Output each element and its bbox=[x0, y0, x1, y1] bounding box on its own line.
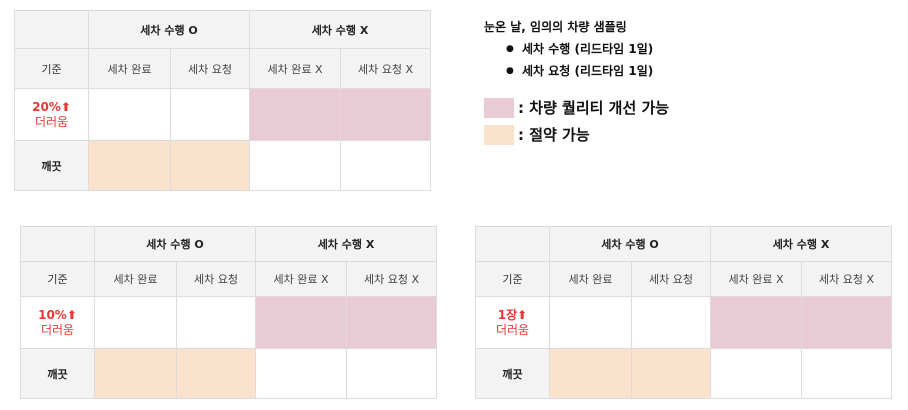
criterion-label: 기준 bbox=[20, 261, 95, 297]
bullet-text: 세차 요청 (리드타임 1일) bbox=[522, 64, 654, 78]
cell-improvable bbox=[249, 88, 341, 141]
cell bbox=[346, 348, 437, 399]
cell-improvable bbox=[340, 88, 431, 141]
matrix-table-3: 세차 수행 O 세차 수행 X 기준 세차 완료 세차 요청 세차 완료 X 세… bbox=[475, 226, 892, 399]
col-wash-complete-x: 세차 완료 X bbox=[255, 261, 347, 297]
cell-improvable bbox=[801, 296, 892, 349]
matrix-table-1: 세차 수행 O 세차 수행 X 기준 세차 완료 세차 요청 세차 완료 X 세… bbox=[14, 10, 431, 191]
header-wash-not: 세차 수행 X bbox=[255, 226, 437, 262]
threshold-label: 1장⬆ bbox=[497, 307, 528, 322]
cell bbox=[94, 296, 177, 349]
legend-panel: 눈온 날, 임의의 차량 샘플링 ● 세차 수행 (리드타임 1일) ● 세차 … bbox=[484, 18, 669, 145]
cell bbox=[249, 140, 341, 191]
cell-improvable bbox=[710, 296, 802, 349]
threshold-label: 10%⬆ bbox=[38, 307, 77, 322]
col-wash-request: 세차 요청 bbox=[176, 261, 256, 297]
col-wash-request-x: 세차 요청 X bbox=[801, 261, 892, 297]
bullet-text: 세차 수행 (리드타임 1일) bbox=[522, 42, 654, 56]
cell-savable bbox=[88, 140, 171, 191]
cell bbox=[170, 88, 250, 141]
clean-label: 깨끗 bbox=[14, 140, 89, 191]
legend-key-peach: : 절약 가능 bbox=[484, 124, 669, 145]
col-wash-request: 세차 요청 bbox=[170, 48, 250, 89]
cell-savable bbox=[94, 348, 177, 399]
bullet-icon: ● bbox=[506, 65, 514, 76]
col-wash-request-x: 세차 요청 X bbox=[340, 48, 431, 89]
legend-bullet: ● 세차 요청 (리드타임 1일) bbox=[484, 62, 669, 79]
peach-swatch bbox=[484, 124, 514, 145]
clean-label: 깨끗 bbox=[20, 348, 95, 399]
header-wash-not: 세차 수행 X bbox=[249, 10, 431, 49]
cell bbox=[710, 348, 802, 399]
corner-cell bbox=[20, 226, 95, 262]
cell bbox=[255, 348, 347, 399]
corner-cell bbox=[14, 10, 89, 49]
dirty-row-label: 10%⬆ 더러움 bbox=[20, 296, 95, 349]
header-wash-done: 세차 수행 O bbox=[549, 226, 711, 262]
dirty-row-label: 1장⬆ 더러움 bbox=[475, 296, 550, 349]
bullet-icon: ● bbox=[506, 43, 514, 54]
legend-key-pink: : 차량 퀄리티 개선 가능 bbox=[484, 97, 669, 118]
cell bbox=[801, 348, 892, 399]
header-wash-done: 세차 수행 O bbox=[94, 226, 256, 262]
col-wash-request-x: 세차 요청 X bbox=[346, 261, 437, 297]
cell-savable bbox=[170, 140, 250, 191]
col-wash-request: 세차 요청 bbox=[631, 261, 711, 297]
col-wash-complete: 세차 완료 bbox=[549, 261, 632, 297]
threshold-label: 20%⬆ bbox=[32, 99, 71, 114]
legend-bullet: ● 세차 수행 (리드타임 1일) bbox=[484, 40, 669, 57]
header-wash-not: 세차 수행 X bbox=[710, 226, 892, 262]
pink-swatch bbox=[484, 97, 514, 118]
col-wash-complete-x: 세차 완료 X bbox=[710, 261, 802, 297]
col-wash-complete-x: 세차 완료 X bbox=[249, 48, 341, 89]
col-wash-complete: 세차 완료 bbox=[94, 261, 177, 297]
corner-cell bbox=[475, 226, 550, 262]
cell-savable bbox=[631, 348, 711, 399]
legend-title: 눈온 날, 임의의 차량 샘플링 bbox=[484, 20, 627, 34]
cell-savable bbox=[549, 348, 632, 399]
header-wash-done: 세차 수행 O bbox=[88, 10, 250, 49]
dirty-label: 더러움 bbox=[40, 322, 75, 337]
cell-improvable bbox=[346, 296, 437, 349]
matrix-table-2: 세차 수행 O 세차 수행 X 기준 세차 완료 세차 요청 세차 완료 X 세… bbox=[20, 226, 437, 399]
criterion-label: 기준 bbox=[14, 48, 89, 89]
dirty-label: 더러움 bbox=[34, 114, 69, 129]
clean-label: 깨끗 bbox=[475, 348, 550, 399]
dirty-row-label: 20%⬆ 더러움 bbox=[14, 88, 89, 141]
criterion-label: 기준 bbox=[475, 261, 550, 297]
cell bbox=[340, 140, 431, 191]
key-label: : 차량 퀄리티 개선 가능 bbox=[518, 99, 670, 117]
cell-savable bbox=[176, 348, 256, 399]
cell bbox=[88, 88, 171, 141]
col-wash-complete: 세차 완료 bbox=[88, 48, 171, 89]
cell bbox=[549, 296, 632, 349]
cell bbox=[176, 296, 256, 349]
key-label: : 절약 가능 bbox=[518, 126, 590, 144]
cell-improvable bbox=[255, 296, 347, 349]
dirty-label: 더러움 bbox=[495, 322, 530, 337]
cell bbox=[631, 296, 711, 349]
